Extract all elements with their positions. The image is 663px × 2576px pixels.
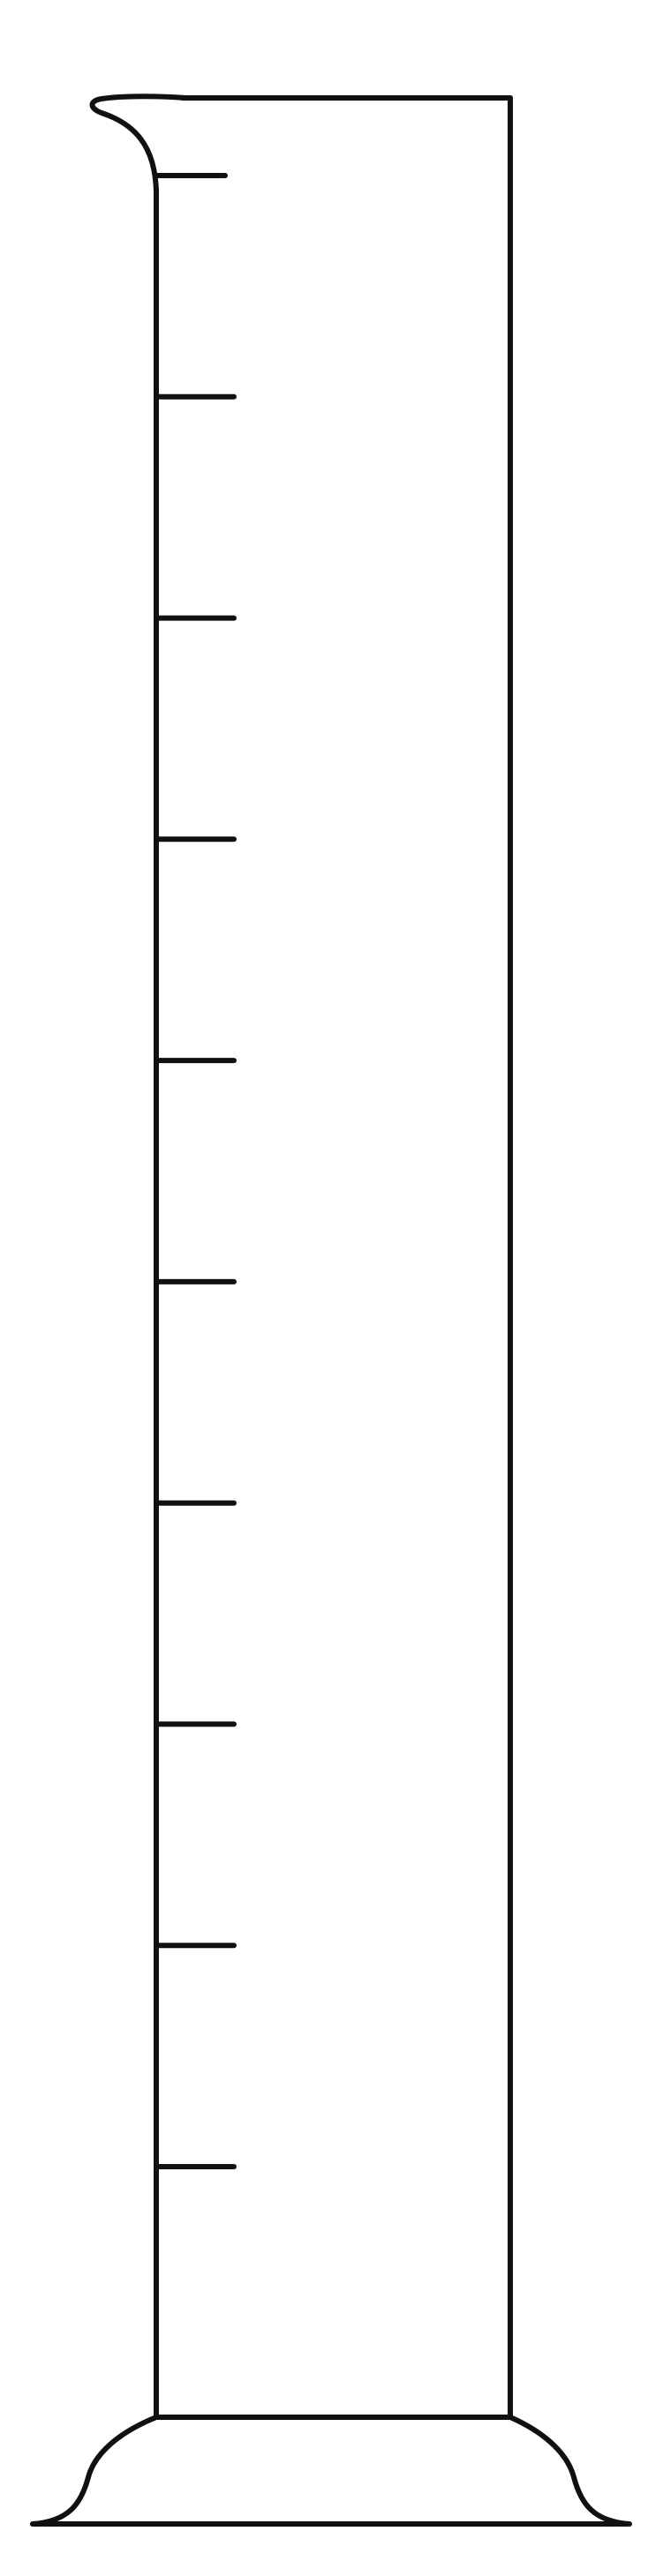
cylinder-base: [30, 2415, 632, 2527]
graduation-marks: [154, 173, 237, 2169]
cylinder-spout: [89, 94, 188, 195]
cylinder-body: [30, 94, 632, 2527]
